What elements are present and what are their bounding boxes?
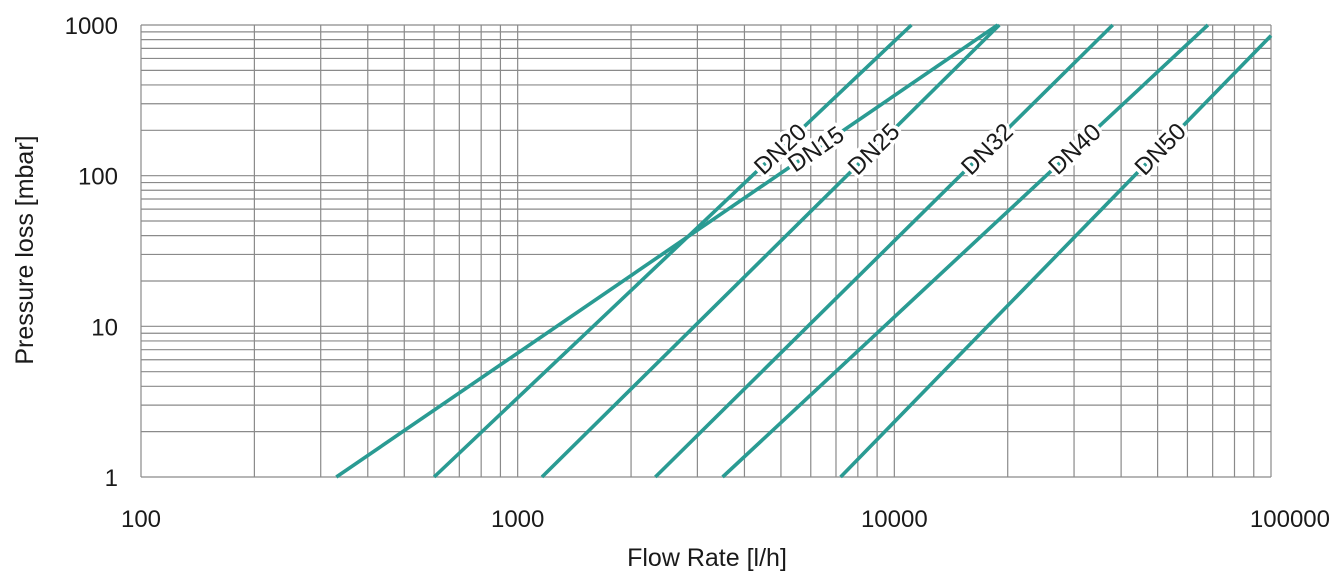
y-axis-label: Pressure loss [mbar]: [11, 135, 39, 364]
x-tick-label: 100: [121, 506, 161, 533]
series-line-dn32: [654, 23, 1114, 479]
y-tick-label: 100: [78, 164, 118, 191]
x-tick-label: 100000: [1250, 506, 1330, 533]
series-line-dn40: [721, 23, 1210, 479]
tick-labels: 100 1000 10000 100000 1 10 100 1000: [65, 13, 1330, 533]
x-axis-label: Flow Rate [l/h]: [627, 544, 787, 572]
y-tick-label: 10: [91, 314, 118, 341]
y-tick-label: 1000: [65, 13, 118, 40]
series-line-dn20: [432, 23, 913, 479]
y-tick-label: 1: [105, 465, 118, 492]
series-line-dn25: [540, 23, 1001, 479]
grid: [140, 24, 1272, 478]
series-lines: [335, 23, 1273, 479]
x-tick-label: 10000: [861, 506, 928, 533]
x-tick-label: 1000: [491, 506, 544, 533]
series-line-dn50: [839, 34, 1273, 479]
series-line-dn15: [335, 23, 999, 479]
